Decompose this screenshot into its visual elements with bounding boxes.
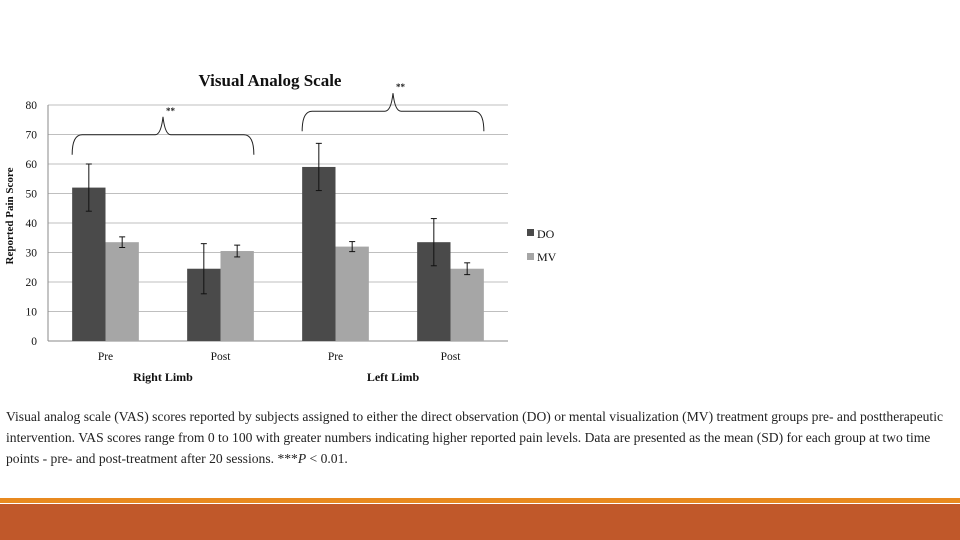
y-tick-label: 60 — [26, 159, 38, 171]
bar-do — [72, 187, 106, 341]
legend-swatch-mv — [527, 253, 534, 260]
group-label: Left Limb — [367, 370, 420, 384]
bar-mv — [335, 246, 369, 341]
chart-title: Visual Analog Scale — [199, 71, 342, 90]
caption-significance: *** — [277, 451, 298, 466]
significance-brace — [71, 116, 255, 155]
axis-labels-layer: 0 10 20 30 40 50 60 70 80 Pre Post Pre Post Right Lim… — [26, 100, 462, 384]
significance-marker: ** — [396, 82, 406, 92]
legend-label-do: DO — [537, 227, 555, 241]
y-tick-label: 80 — [26, 100, 38, 112]
y-tick-label: 0 — [31, 336, 37, 348]
significance-braces: ** ** — [71, 82, 485, 155]
error-bars-layer — [85, 142, 471, 295]
accent-stripe-thick — [0, 504, 960, 540]
y-tick-label: 10 — [26, 307, 38, 319]
y-tick-label: 50 — [26, 189, 38, 201]
bar-mv — [450, 268, 484, 341]
legend: DO MV — [527, 227, 557, 264]
legend-label-mv: MV — [537, 250, 557, 264]
bar-mv — [105, 242, 139, 341]
significance-brace — [301, 93, 485, 132]
legend-swatch-do — [527, 229, 534, 236]
y-tick-label: 40 — [26, 218, 38, 230]
x-tick-label: Post — [211, 351, 232, 363]
bar-mv — [220, 251, 254, 341]
caption-p-threshold: < 0.01. — [306, 451, 348, 466]
bar-do — [302, 166, 336, 341]
figure-caption: Visual analog scale (VAS) scores reporte… — [6, 406, 954, 469]
y-tick-label: 20 — [26, 277, 38, 289]
accent-stripe-thin — [0, 498, 960, 503]
group-label: Right Limb — [133, 370, 193, 384]
y-axis-label: Reported Pain Score — [4, 167, 16, 264]
bar-chart: ** ** 0 10 20 30 40 50 60 70 80 Pre Post Pre Post Righ… — [4, 71, 557, 384]
x-tick-label: Pre — [328, 351, 343, 363]
caption-text: Visual analog scale (VAS) scores reporte… — [6, 409, 943, 466]
x-tick-label: Pre — [98, 351, 113, 363]
caption-p-symbol: P — [297, 451, 307, 466]
y-tick-label: 30 — [26, 248, 38, 260]
significance-marker: ** — [166, 106, 176, 116]
x-tick-label: Post — [441, 351, 462, 363]
y-tick-label: 70 — [26, 130, 38, 142]
bars-layer — [72, 166, 484, 341]
